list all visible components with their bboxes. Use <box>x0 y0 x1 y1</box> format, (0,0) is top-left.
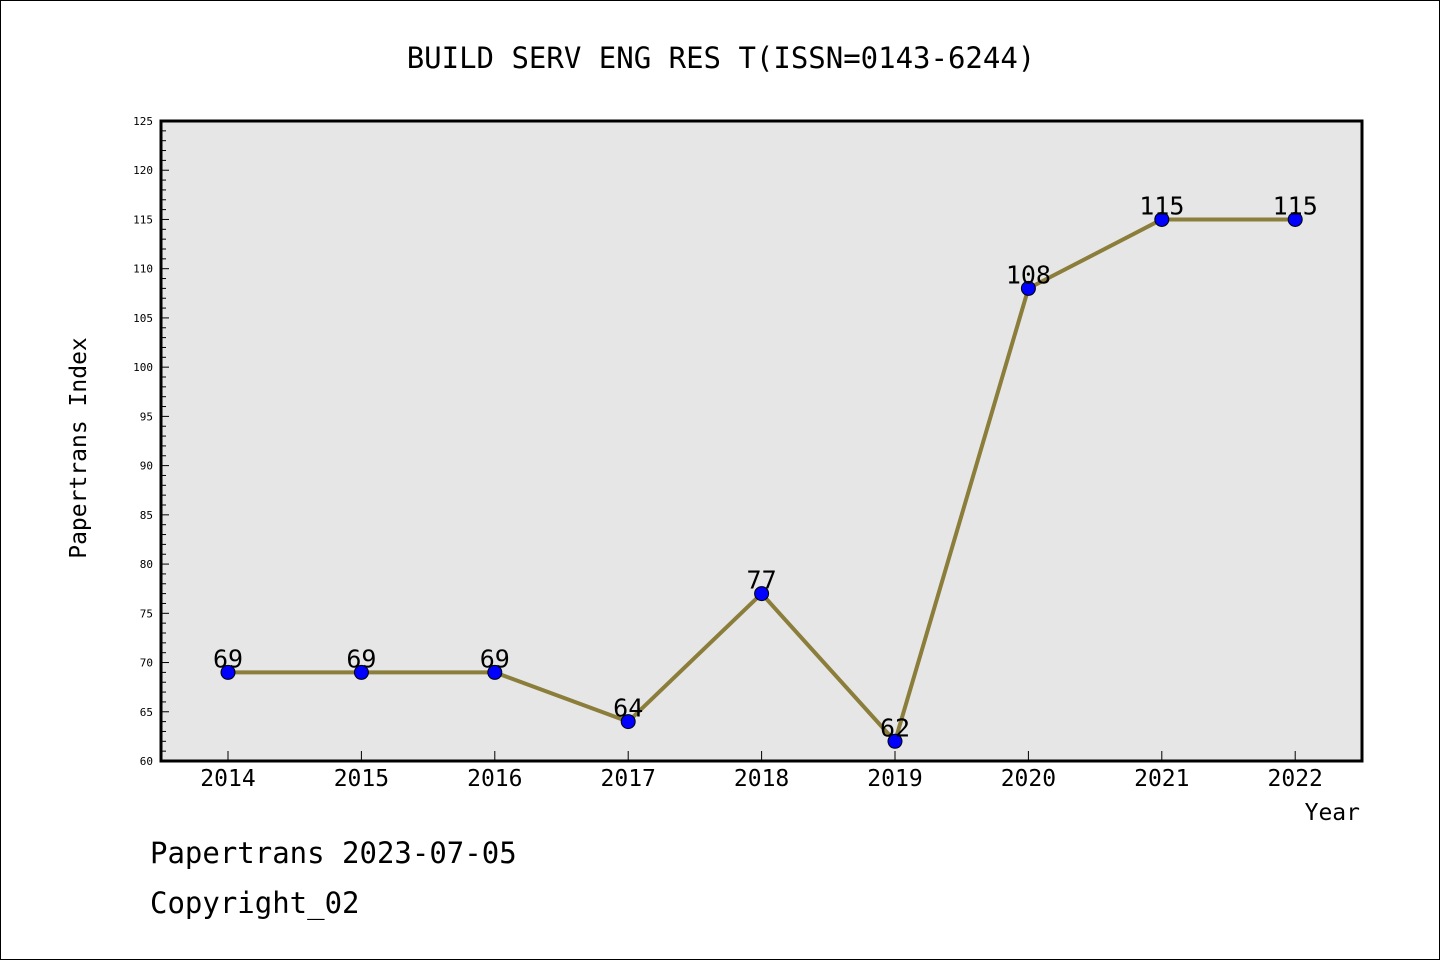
y-tick-label: 90 <box>140 460 153 473</box>
footer-date: Papertrans 2023-07-05 <box>150 836 517 870</box>
x-axis: 2014 2015 2016 2017 2018 2019 2020 2021 2022 <box>200 751 1323 792</box>
data-point <box>487 664 503 680</box>
x-tick-label: 2015 <box>334 766 389 792</box>
y-tick-label: 70 <box>140 657 153 670</box>
x-tick-label: 2017 <box>601 766 656 792</box>
data-label: 108 <box>1006 260 1051 289</box>
footer-copyright: Copyright_02 <box>150 886 360 920</box>
data-label: 69 <box>346 644 376 673</box>
data-label: 62 <box>880 713 910 742</box>
data-label: 69 <box>480 644 510 673</box>
y-tick-label: 80 <box>140 558 153 571</box>
data-point <box>220 664 236 680</box>
series-group: 69 69 69 64 77 62 108 115 115 <box>213 191 1318 749</box>
data-label: 77 <box>747 566 777 595</box>
y-tick-label: 60 <box>140 755 153 768</box>
x-tick-label: 2016 <box>467 766 522 792</box>
x-tick-label: 2014 <box>200 766 255 792</box>
x-tick-label: 2022 <box>1268 766 1323 792</box>
data-label: 69 <box>213 644 243 673</box>
y-axis: 60 65 70 75 80 85 90 95 100 105 110 115 120 125 <box>133 115 169 768</box>
y-tick-label: 110 <box>133 263 153 276</box>
y-tick-label: 85 <box>140 509 153 522</box>
y-tick-label: 120 <box>133 164 153 177</box>
y-tick-label: 115 <box>133 213 153 226</box>
x-tick-label: 2018 <box>734 766 789 792</box>
y-tick-label: 95 <box>140 410 153 423</box>
data-point <box>1154 211 1170 227</box>
data-point <box>353 664 369 680</box>
data-point <box>887 733 903 749</box>
x-tick-label: 2021 <box>1134 766 1189 792</box>
data-point <box>1020 280 1036 296</box>
data-point <box>754 586 770 602</box>
y-tick-label: 65 <box>140 706 153 719</box>
data-point <box>620 714 636 730</box>
plot-area <box>159 119 1364 763</box>
y-tick-label: 105 <box>133 312 153 325</box>
x-axis-label: Year <box>1305 800 1360 826</box>
data-point <box>1287 211 1303 227</box>
x-tick-label: 2019 <box>867 766 922 792</box>
y-tick-label: 100 <box>133 361 153 374</box>
data-label: 115 <box>1139 191 1184 220</box>
data-label: 64 <box>613 694 643 723</box>
y-tick-label: 125 <box>133 115 153 128</box>
y-tick-label: 75 <box>140 607 153 620</box>
chart-title: BUILD SERV ENG RES T(ISSN=0143-6244) <box>407 41 1036 75</box>
data-label: 115 <box>1273 191 1318 220</box>
y-axis-label: Papertrans Index <box>66 337 92 559</box>
x-tick-label: 2020 <box>1001 766 1056 792</box>
